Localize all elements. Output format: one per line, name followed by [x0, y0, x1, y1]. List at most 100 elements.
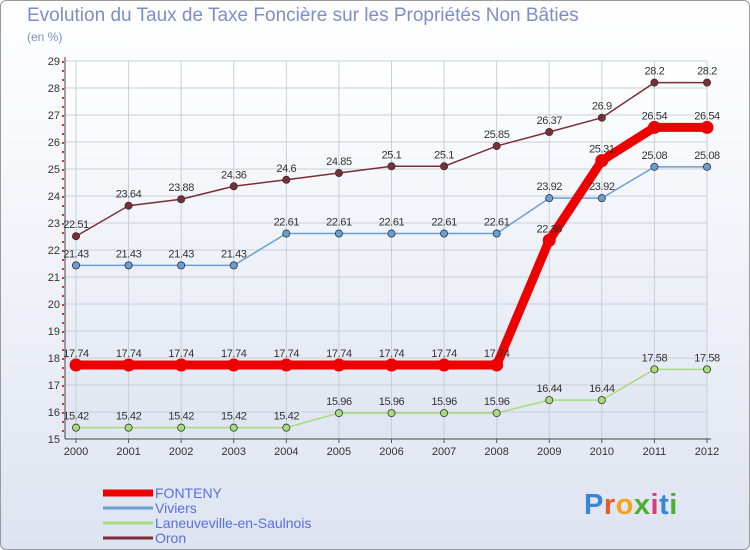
y-tick-label: 25 [48, 164, 60, 176]
data-point [703, 162, 712, 171]
data-label: 15.42 [116, 411, 142, 423]
x-tick-label: 2008 [484, 446, 508, 458]
logo-letter: x [633, 489, 651, 521]
legend-label: Laneuveville-en-Saulnois [155, 515, 311, 531]
data-label: 25.08 [694, 150, 720, 162]
legend-label: Oron [155, 530, 186, 546]
data-point [174, 358, 188, 372]
data-label: 21.43 [168, 248, 194, 260]
data-label: 25.31 [589, 144, 615, 156]
data-label: 22.51 [63, 219, 89, 231]
data-label: 15.42 [63, 411, 89, 423]
data-point [72, 261, 81, 270]
data-point [490, 358, 504, 372]
data-label: 17.58 [694, 352, 720, 364]
y-tick-label: 15 [48, 434, 60, 446]
y-tick-label: 16 [48, 407, 60, 419]
x-tick-label: 2010 [590, 446, 614, 458]
data-label: 17.74 [116, 348, 142, 360]
series-laneuveville-en-saulnois [72, 365, 712, 432]
data-label: 21.43 [63, 248, 89, 260]
data-label: 22.61 [431, 217, 457, 229]
data-label: 15.42 [221, 411, 247, 423]
legend-label: Viviers [155, 500, 197, 516]
x-tick-label: 2007 [432, 446, 456, 458]
data-point [703, 78, 712, 87]
data-point [545, 194, 554, 203]
data-label: 15.42 [168, 411, 194, 423]
data-point [282, 175, 291, 184]
y-tick-label: 23 [48, 218, 60, 230]
data-label: 16.44 [536, 383, 562, 395]
data-point [124, 423, 133, 432]
data-label: 23.64 [116, 189, 142, 201]
data-point [334, 169, 343, 178]
data-label: 22.36 [536, 223, 562, 235]
data-label: 23.92 [589, 181, 615, 193]
data-point [385, 358, 398, 372]
data-label: 17.74 [221, 348, 247, 360]
y-tick-label: 29 [48, 56, 60, 68]
data-point [69, 358, 83, 372]
data-point [229, 423, 238, 432]
labels-oron: 22.51 23.64 23.88 24.36 24.6 24.85 25.1 25.1 25.… [63, 66, 717, 232]
data-point [124, 261, 133, 270]
data-point [229, 261, 238, 270]
y-tick-label: 26 [48, 137, 60, 149]
legend-swatch [103, 506, 153, 510]
chart-title: Evolution du Taux de Taxe Foncière sur l… [27, 5, 579, 26]
data-label: 25.1 [434, 149, 454, 161]
proxiti-logo: Proxiti [584, 489, 678, 522]
legend-swatch [103, 536, 153, 540]
data-label: 26.54 [694, 110, 720, 122]
x-tick-label: 2000 [64, 446, 88, 458]
x-tick-label: 2003 [222, 446, 246, 458]
data-label: 15.42 [274, 411, 300, 423]
data-point [545, 396, 554, 405]
data-label: 24.6 [276, 163, 296, 175]
data-point [334, 409, 343, 418]
data-label: 17.74 [326, 348, 352, 360]
data-point [72, 423, 81, 432]
data-label: 26.37 [536, 115, 562, 127]
logo-letter: i [669, 489, 678, 521]
data-point [227, 358, 241, 372]
logo-letter: i [650, 489, 660, 521]
data-label: 15.96 [379, 396, 405, 408]
data-point [387, 229, 396, 238]
y-tick-label: 28 [48, 83, 60, 95]
data-label: 17.74 [431, 348, 457, 360]
x-tick-label: 2004 [274, 446, 298, 458]
data-label: 25.08 [642, 150, 668, 162]
data-point [437, 358, 451, 372]
data-point [229, 182, 238, 191]
data-label: 16.44 [589, 383, 615, 395]
data-point [597, 113, 606, 122]
data-label: 22.61 [379, 217, 405, 229]
labels-viviers: 21.43 21.43 21.43 21.43 22.61 22.61 22.61 22.61… [63, 150, 720, 261]
data-label: 22.61 [326, 217, 352, 229]
data-label: 15.96 [431, 396, 457, 408]
data-label: 24.85 [326, 156, 352, 168]
data-label: 17.74 [168, 348, 194, 360]
data-label: 21.43 [221, 248, 247, 260]
y-tick-label: 21 [48, 272, 60, 284]
x-tick-label: 2009 [537, 446, 561, 458]
x-tick-label: 2011 [643, 446, 667, 458]
data-point [650, 365, 659, 374]
data-point [492, 142, 501, 151]
data-point [703, 365, 712, 374]
legend-swatch [103, 521, 153, 525]
data-point [282, 423, 291, 432]
data-label: 15.96 [484, 396, 510, 408]
logo-letter: o [615, 489, 634, 521]
legend: FONTENYViviersLaneuveville-en-SaulnoisOr… [103, 485, 311, 546]
data-label: 15.96 [326, 396, 352, 408]
data-label: 23.92 [536, 181, 562, 193]
x-tick-label: 2001 [116, 446, 140, 458]
data-point [492, 409, 501, 418]
labels-fonteny: 17.74 17.74 17.74 17.74 17.74 17.74 17.74 17.74… [63, 110, 720, 360]
legend-swatch [103, 489, 153, 497]
data-point [647, 120, 661, 134]
